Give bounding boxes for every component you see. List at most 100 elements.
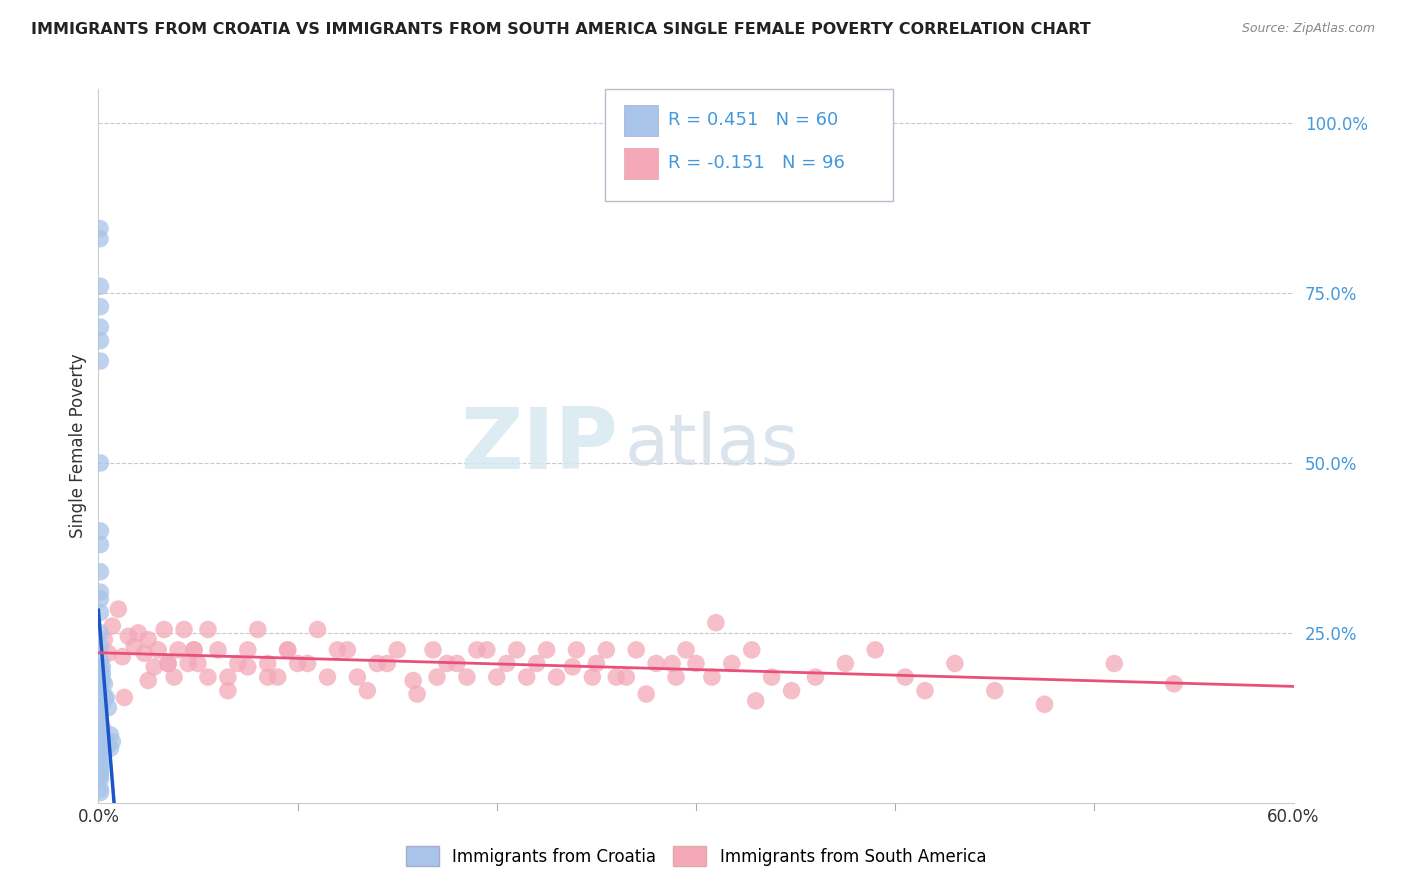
Point — [89, 683, 111, 698]
Point — [187, 657, 209, 671]
Point — [163, 670, 186, 684]
Point — [183, 643, 205, 657]
Point — [89, 721, 111, 735]
Point — [436, 657, 458, 671]
Point — [287, 657, 309, 671]
Point — [98, 741, 122, 756]
Point — [943, 657, 966, 671]
Point — [91, 666, 114, 681]
Point — [375, 657, 398, 671]
Point — [595, 643, 617, 657]
Point — [98, 728, 122, 742]
Point — [89, 591, 111, 606]
Point — [197, 670, 219, 684]
Point — [167, 643, 190, 657]
Point — [101, 734, 124, 748]
Point — [197, 623, 219, 637]
Point — [914, 683, 936, 698]
Point — [89, 765, 111, 780]
Point — [402, 673, 425, 688]
Point — [177, 657, 200, 671]
Point — [665, 670, 688, 684]
Point — [536, 643, 558, 657]
Point — [89, 565, 111, 579]
Point — [89, 758, 111, 772]
Point — [89, 666, 111, 681]
Point — [91, 698, 114, 712]
Point — [506, 643, 529, 657]
Point — [277, 643, 299, 657]
Point — [277, 643, 299, 657]
Point — [426, 670, 449, 684]
Point — [366, 657, 388, 671]
Point — [475, 643, 498, 657]
Point — [446, 657, 468, 671]
Text: R = 0.451   N = 60: R = 0.451 N = 60 — [668, 112, 838, 129]
Point — [89, 687, 111, 701]
Point — [721, 657, 744, 671]
Point — [326, 643, 349, 657]
Point — [89, 354, 111, 368]
Point — [546, 670, 568, 684]
Point — [565, 643, 588, 657]
Point — [93, 677, 115, 691]
Point — [581, 670, 603, 684]
Point — [89, 232, 111, 246]
Point — [112, 690, 135, 705]
Point — [685, 657, 707, 671]
Point — [516, 670, 538, 684]
Point — [89, 524, 111, 538]
Point — [157, 657, 180, 671]
Point — [89, 755, 111, 769]
Point — [89, 782, 111, 797]
Point — [605, 670, 627, 684]
Point — [207, 643, 229, 657]
Point — [256, 670, 278, 684]
Point — [385, 643, 409, 657]
Point — [700, 670, 723, 684]
Point — [124, 640, 146, 654]
Point — [89, 673, 111, 688]
Text: R = -0.151   N = 96: R = -0.151 N = 96 — [668, 154, 845, 172]
Text: IMMIGRANTS FROM CROATIA VS IMMIGRANTS FROM SOUTH AMERICA SINGLE FEMALE POVERTY C: IMMIGRANTS FROM CROATIA VS IMMIGRANTS FR… — [31, 22, 1091, 37]
Point — [561, 660, 583, 674]
Point — [93, 690, 115, 705]
Point — [96, 734, 118, 748]
Point — [89, 769, 111, 783]
Point — [111, 649, 134, 664]
Point — [89, 279, 111, 293]
Point — [356, 683, 378, 698]
Point — [89, 738, 111, 752]
Point — [761, 670, 783, 684]
Point — [91, 721, 114, 735]
Y-axis label: Single Female Poverty: Single Female Poverty — [69, 354, 87, 538]
Point — [107, 602, 129, 616]
Point — [89, 772, 111, 786]
Text: Source: ZipAtlas.com: Source: ZipAtlas.com — [1241, 22, 1375, 36]
Point — [134, 646, 156, 660]
Point — [97, 700, 120, 714]
Point — [89, 786, 111, 800]
Point — [834, 657, 856, 671]
Point — [89, 717, 111, 731]
Point — [89, 690, 111, 705]
Point — [585, 657, 607, 671]
Point — [97, 738, 120, 752]
Point — [89, 585, 111, 599]
Point — [741, 643, 763, 657]
Point — [495, 657, 517, 671]
Point — [93, 731, 115, 746]
Point — [745, 694, 768, 708]
Point — [780, 683, 803, 698]
Point — [89, 714, 111, 729]
Point — [89, 456, 111, 470]
Point — [89, 700, 111, 714]
Point — [614, 670, 637, 684]
Point — [1163, 677, 1185, 691]
Point — [89, 707, 111, 722]
Point — [136, 673, 159, 688]
Point — [89, 762, 111, 776]
Point — [465, 643, 488, 657]
Point — [153, 623, 176, 637]
Point — [89, 698, 111, 712]
